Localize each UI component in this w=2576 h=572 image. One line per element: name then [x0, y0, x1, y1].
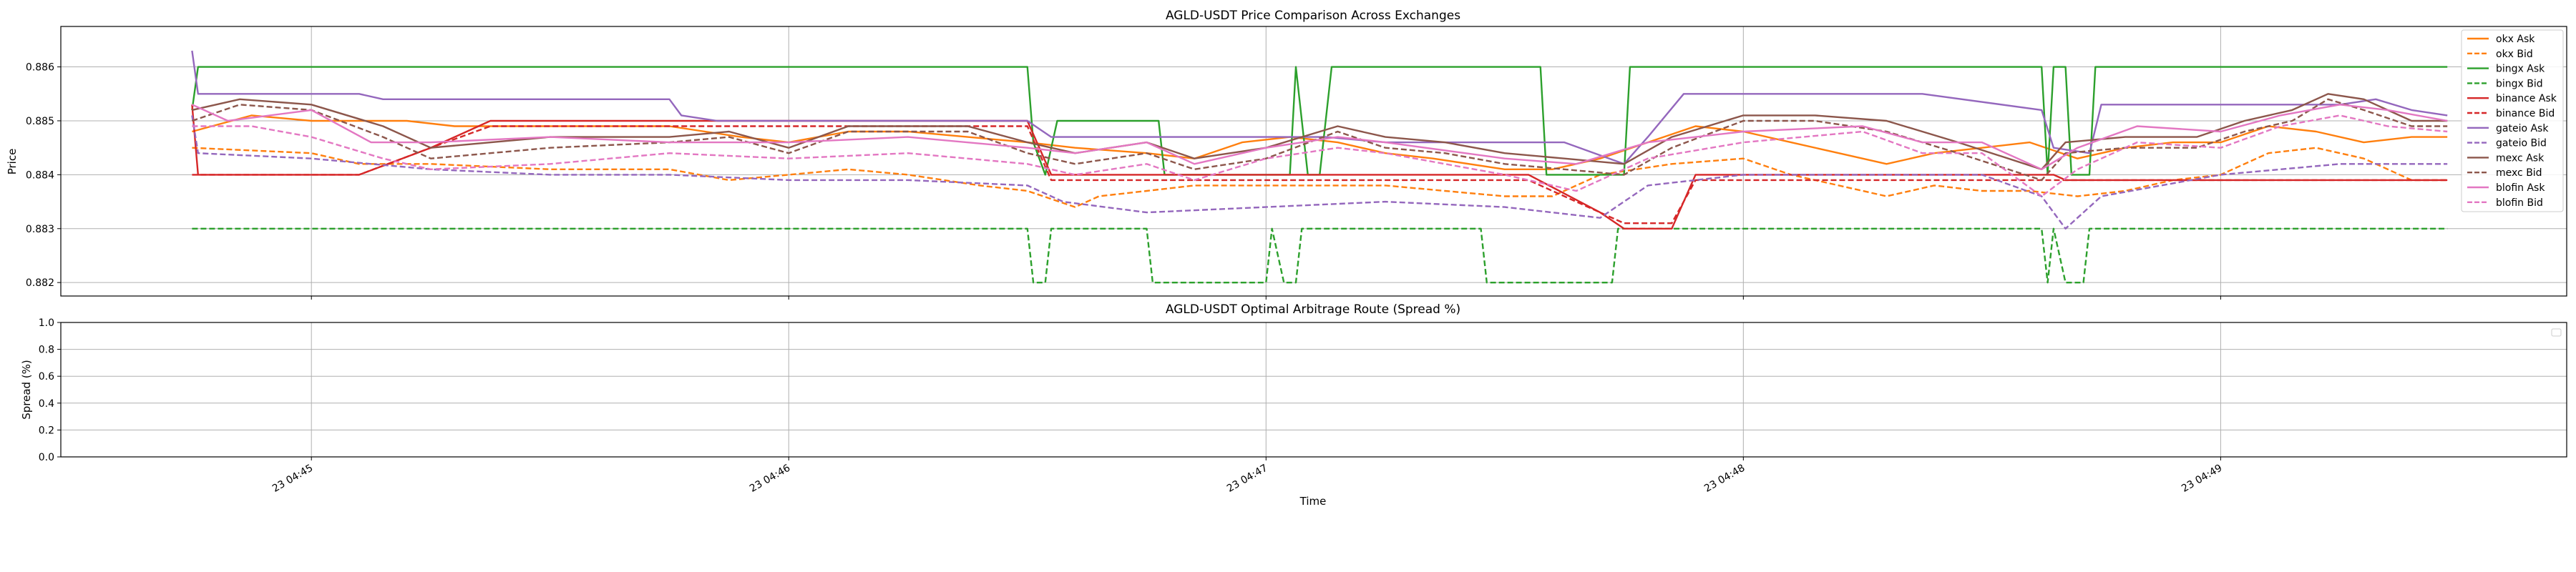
bottom-ytick-label: 0.0: [39, 452, 54, 463]
series-line-okx-bid: [192, 147, 2448, 208]
bottom-chart-plot-frame: [60, 322, 2567, 458]
legend-label-blofin-ask: blofin Ask: [2496, 182, 2545, 194]
bottom-ytick-label: 1.0: [39, 317, 54, 329]
top-ytick-label: 0.885: [26, 116, 54, 127]
legend-label-gateio-ask: gateio Ask: [2496, 123, 2549, 134]
bottom-chart-title: AGLD-USDT Optimal Arbitrage Route (Sprea…: [1166, 302, 1460, 317]
bottom-ytick-label: 0.8: [39, 345, 54, 356]
legend-label-binance-bid: binance Bid: [2496, 108, 2555, 119]
top-chart-y-axis: 0.882 0.883 0.884 0.885 0.886: [26, 62, 61, 289]
legend-label-mexc-bid: mexc Bid: [2496, 167, 2542, 179]
legend-frame: [2461, 29, 2564, 212]
series-line-blofin-ask: [191, 104, 2448, 171]
series-line-bingx-bid: [192, 227, 2448, 284]
legend-label-okx-ask: okx Ask: [2496, 34, 2535, 45]
bottom-ytick-label: 0.4: [39, 398, 54, 410]
bottom-chart-empty-legend: [2551, 328, 2562, 337]
top-ytick-label: 0.886: [26, 62, 54, 74]
legend-label-binance-ask: binance Ask: [2496, 93, 2557, 104]
legend-label-gateio-bid: gateio Bid: [2496, 138, 2547, 149]
bottom-chart-ylabel: Spread (%): [20, 360, 33, 420]
top-chart-plot-lines: [191, 50, 2448, 284]
legend-label-bingx-ask: bingx Ask: [2496, 64, 2545, 75]
series-line-bingx-ask: [191, 66, 2448, 176]
bottom-chart-xlabel: Time: [1299, 495, 1327, 508]
series-line-gateio-bid: [191, 115, 2448, 230]
legend: okx Ask okx Bid bingx Ask bingx Bid binance …: [2461, 29, 2564, 212]
top-ytick-label: 0.884: [26, 169, 54, 181]
series-line-okx-ask: [192, 114, 2448, 171]
legend-label-mexc-ask: mexc Ask: [2496, 152, 2545, 164]
bottom-chart-y-axis: 0.0 0.2 0.4 0.6 0.8 1.0: [39, 317, 61, 463]
top-chart-title: AGLD-USDT Price Comparison Across Exchan…: [1166, 9, 1460, 23]
top-ytick-label: 0.883: [26, 224, 54, 235]
top-chart-x-axis: [311, 296, 2221, 300]
top-chart-ylabel: Price: [6, 149, 19, 175]
series-line-mexc-ask: [192, 93, 2448, 171]
top-ytick-label: 0.882: [26, 277, 54, 289]
legend-label-bingx-bid: bingx Bid: [2496, 78, 2543, 89]
bottom-ytick-label: 0.2: [39, 425, 54, 436]
top-chart-plot-frame: [60, 26, 2567, 297]
bottom-ytick-label: 0.6: [39, 371, 54, 383]
legend-label-blofin-bid: blofin Bid: [2496, 197, 2543, 209]
series-line-gateio-ask: [191, 50, 2448, 165]
legend-label-okx-bid: okx Bid: [2496, 49, 2533, 60]
series-line-blofin-bid: [192, 114, 2448, 197]
